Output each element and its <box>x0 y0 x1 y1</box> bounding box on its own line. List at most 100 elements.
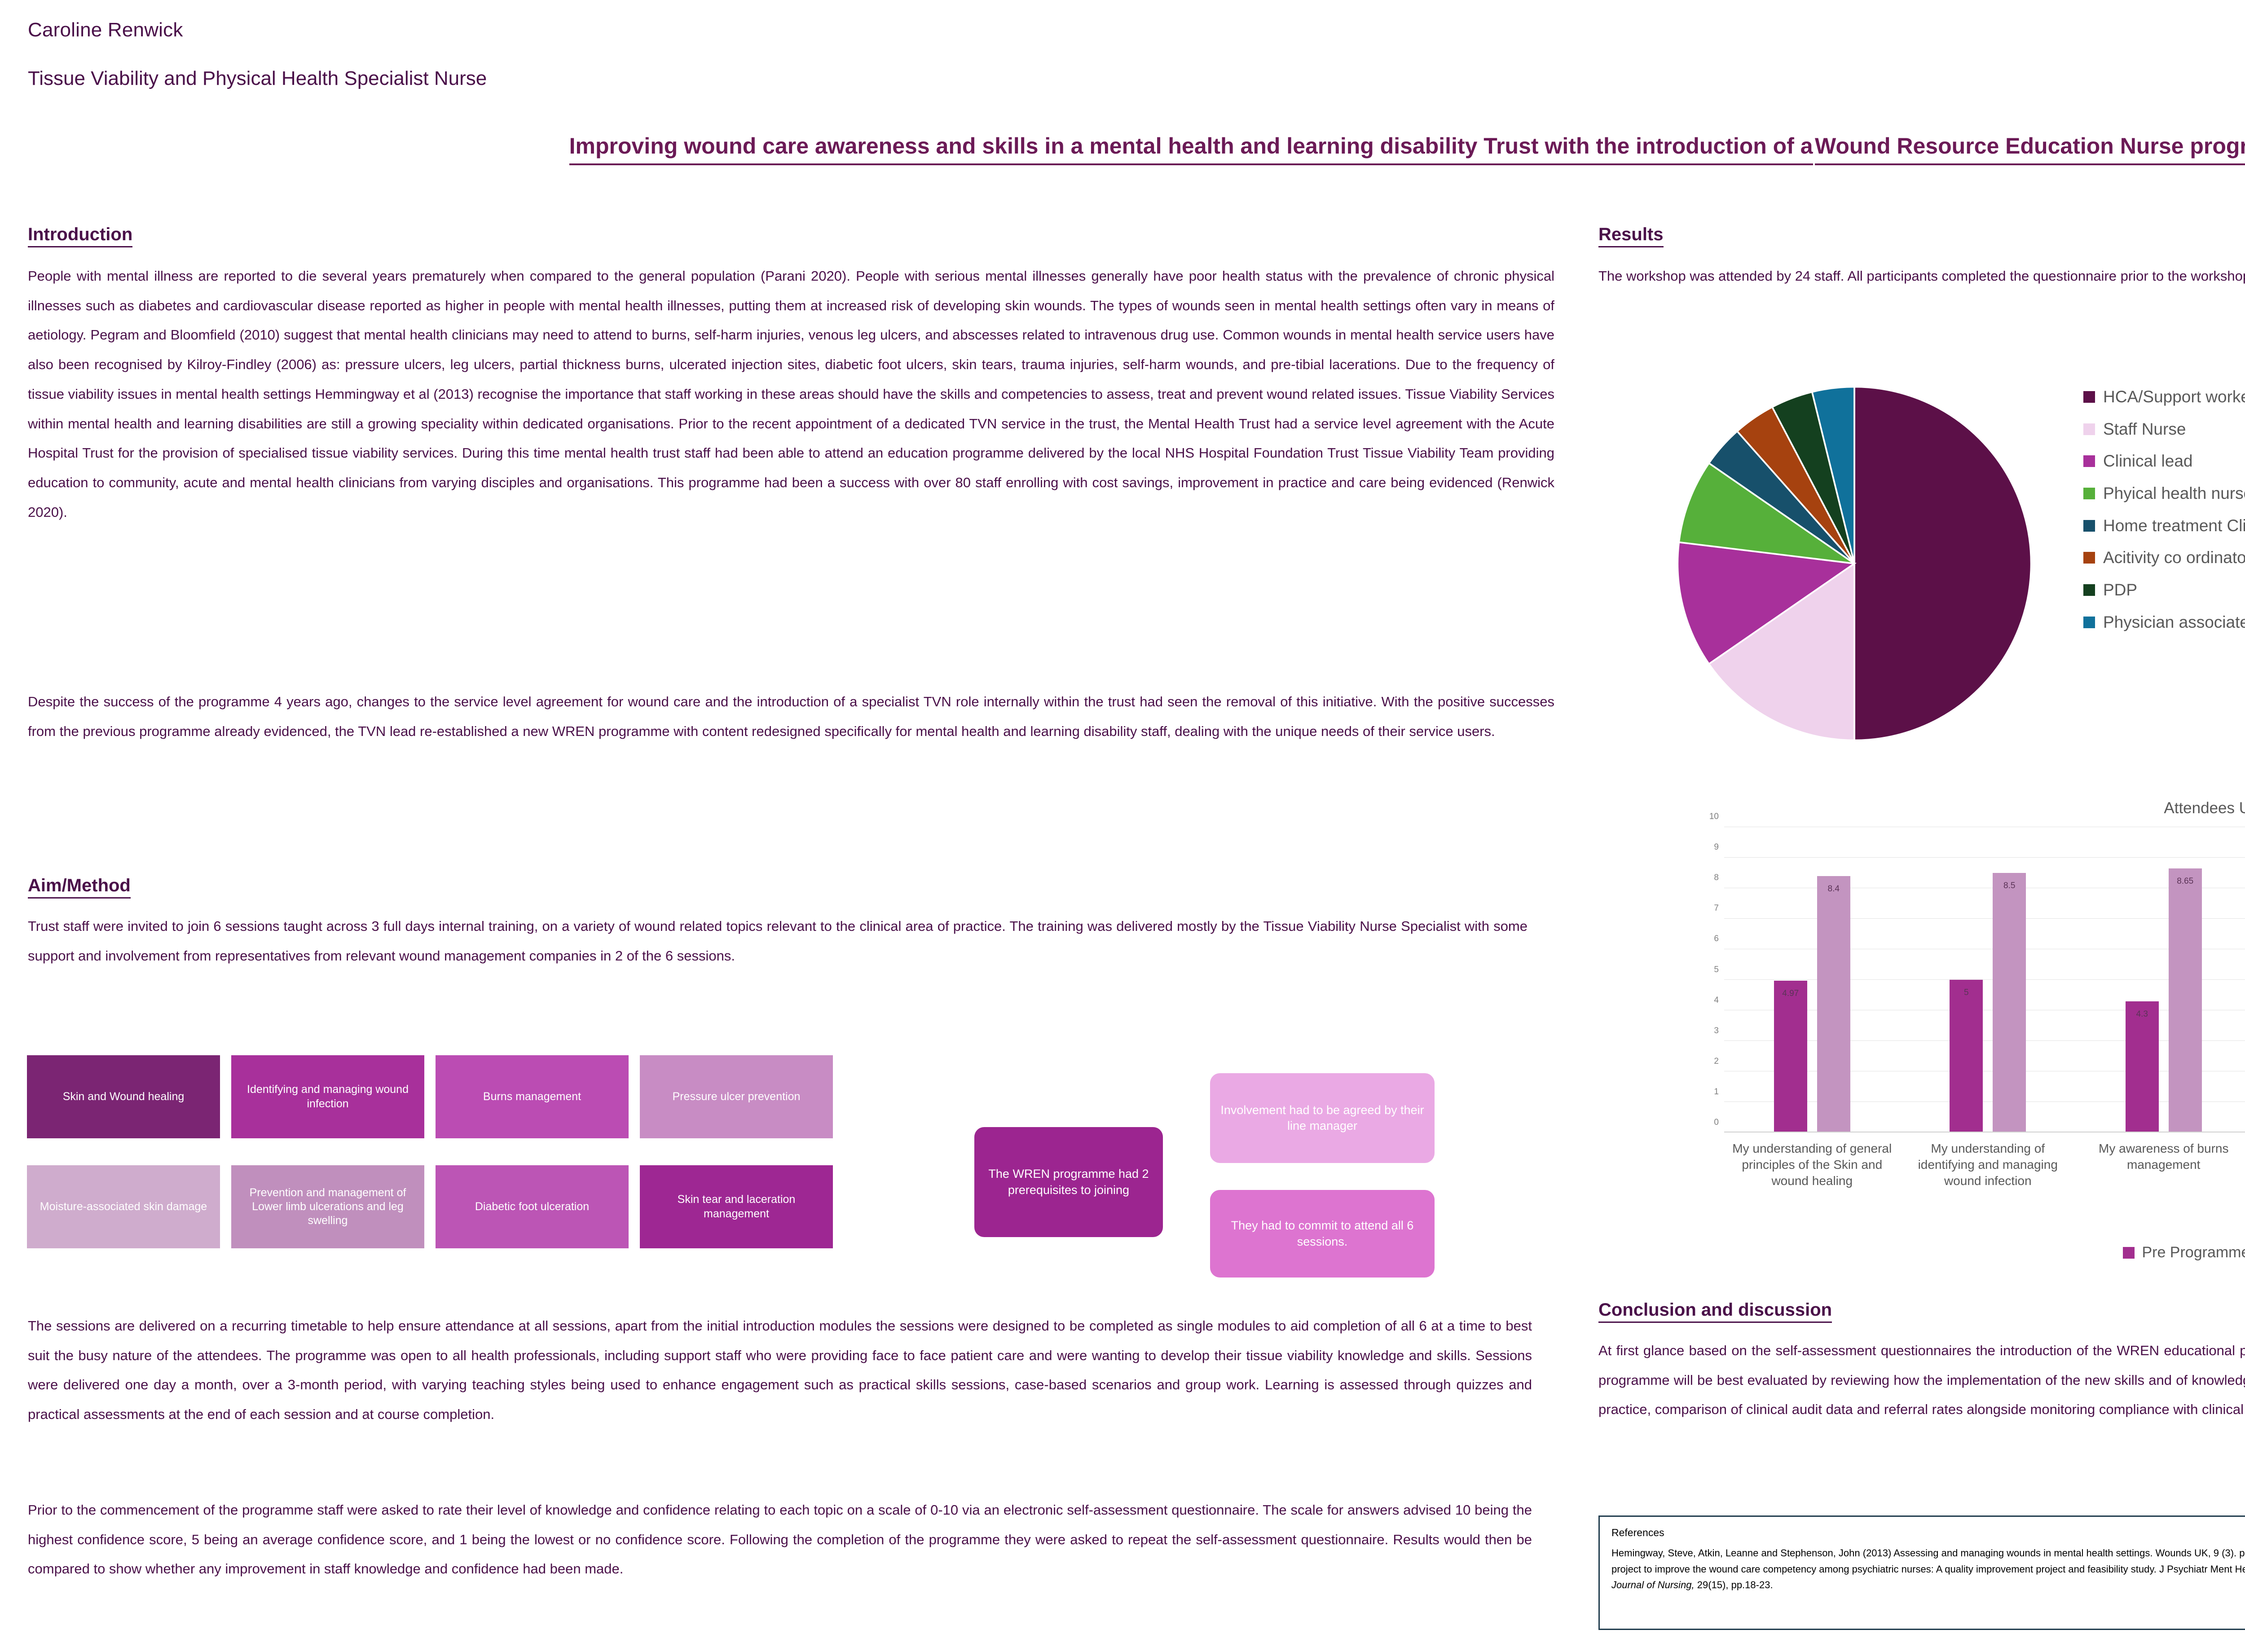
staff-role-pie-chart <box>1670 379 2056 757</box>
y-axis-tick: 3 <box>1714 1026 1719 1035</box>
legend-label: Acitivity co ordinator <box>2103 548 2245 567</box>
y-axis-tick: 8 <box>1714 873 1719 883</box>
y-axis-tick: 9 <box>1714 842 1719 852</box>
module-tile: Skin tear and laceration management <box>640 1165 833 1248</box>
module-tile-label: Prevention and management of Lower limb … <box>249 1186 406 1227</box>
references-box: References Hemingway, Steve, Atkin, Lean… <box>1598 1515 2245 1630</box>
y-axis-tick: 5 <box>1714 965 1719 974</box>
introduction-paragraph-2: Despite the success of the programme 4 y… <box>28 694 1554 739</box>
references-journal: British Journal of Nursing, <box>1611 1579 1695 1591</box>
references-title: References <box>1611 1527 1664 1538</box>
y-axis-tick: 2 <box>1714 1056 1719 1066</box>
module-tile: Diabetic foot ulceration <box>436 1165 629 1248</box>
module-tile: Prevention and management of Lower limb … <box>231 1165 424 1248</box>
module-tile-label: Skin and Wound healing <box>62 1090 185 1103</box>
legend-label: Phyical health nurse Associate <box>2103 484 2245 502</box>
legend-item: Phyical health nurse Associate <box>2083 484 2245 503</box>
module-tile-grid: Skin and Wound healing Identifying and m… <box>27 1055 862 1248</box>
conclusion-heading: Conclusion and discussion <box>1598 1300 1832 1323</box>
x-axis-category-label: My understanding of identifying and mana… <box>1918 1141 2058 1188</box>
legend-item-pre: Pre Programme average score <box>2123 1244 2245 1261</box>
module-tile-label: Pressure ulcer prevention <box>672 1090 801 1103</box>
legend-item: HCA/Support worker <box>2083 387 2245 407</box>
y-axis-tick: 6 <box>1714 934 1719 944</box>
legend-label: Physician associate <box>2103 612 2245 631</box>
legend-swatch-staff-nurse <box>2083 423 2095 435</box>
poster-title: Improving wound care awareness and skill… <box>530 112 2245 165</box>
legend-label: Staff Nurse <box>2103 419 2186 438</box>
legend-swatch-pdp <box>2083 584 2095 596</box>
bar-pre-score: 4.3 <box>2125 1001 2159 1132</box>
pie-svg <box>1677 386 2032 741</box>
aim-method-heading: Aim/Method <box>28 876 131 899</box>
bar-chart-legend: Pre Programme average score Post program… <box>1724 1244 2245 1261</box>
references-text: Hemingway, Steve, Atkin, Leanne and Step… <box>1611 1545 2245 1593</box>
title-line-1: Improving wound care awareness and skill… <box>569 132 1813 165</box>
references-tail: 29(15), pp.18-23. <box>1694 1579 1773 1591</box>
bar-group: 4.97 8.4 <box>1724 827 1900 1132</box>
legend-item: PDP <box>2083 580 2245 600</box>
callout-line-manager: Involvement had to be agreed by their li… <box>1210 1073 1435 1163</box>
bar-group: 5 8.5 <box>1900 827 2076 1132</box>
callout-wren-prerequisites: The WREN programme had 2 prerequisites t… <box>974 1127 1163 1237</box>
callout-label: The WREN programme had 2 prerequisites t… <box>988 1167 1149 1197</box>
bar-post-score: 8.5 <box>1993 873 2026 1132</box>
legend-swatch-activity-coordinator <box>2083 552 2095 564</box>
aim-method-paragraph-2: The sessions are delivered on a recurrin… <box>28 1318 1532 1423</box>
module-tile-label: Burns management <box>483 1090 581 1103</box>
pie-slice <box>1853 386 2032 741</box>
grid-line: 9 <box>1714 842 2245 858</box>
bar-value-label: 4.97 <box>1782 989 1799 999</box>
pie-slice <box>1811 386 1855 564</box>
pie-slice <box>1678 462 1855 564</box>
author-role: Tissue Viability and Physical Health Spe… <box>28 67 487 89</box>
module-tile: Moisture-associated skin damage <box>27 1165 220 1248</box>
module-tile-label: Identifying and managing wound infection <box>247 1083 409 1110</box>
y-axis-tick: 4 <box>1714 995 1719 1005</box>
aim-method-paragraph-1: Trust staff were invited to join 6 sessi… <box>28 918 1527 964</box>
grid-line: 5 <box>1714 965 2245 980</box>
legend-item: Acitivity co ordinator <box>2083 548 2245 568</box>
y-axis-tick: 1 <box>1714 1087 1719 1097</box>
x-axis-category-label: My understanding of general principles o… <box>1732 1141 1892 1188</box>
attendees-bar-chart: Attendees Understanding and Awareness on… <box>1670 795 2245 1289</box>
introduction-paragraph-1: People with mental illness are reported … <box>28 268 1554 520</box>
legend-label: PDP <box>2103 580 2138 599</box>
grid-line: 7 <box>1714 903 2245 919</box>
legend-item: Home treatment Clinican <box>2083 516 2245 536</box>
legend-swatch-physician-associate <box>2083 616 2095 628</box>
legend-label-pre: Pre Programme average score <box>2142 1244 2245 1261</box>
bar-value-label: 8.65 <box>2177 876 2194 886</box>
introduction-heading: Introduction <box>28 225 133 247</box>
legend-label: Home treatment Clinican <box>2103 516 2245 535</box>
legend-swatch-physical-health-nurse <box>2083 487 2095 499</box>
module-tile: Burns management <box>436 1055 629 1138</box>
title-line-2: Wound Resource Education Nurse programme… <box>1815 132 2245 165</box>
results-heading: Results <box>1598 225 1664 247</box>
bar-group: 4.3 8.65 <box>2076 827 2245 1132</box>
bar-value-label: 8.5 <box>2003 881 2016 890</box>
legend-item: Staff Nurse <box>2083 419 2245 439</box>
legend-swatch-home-treatment <box>2083 520 2095 532</box>
module-tile-label: Moisture-associated skin damage <box>40 1200 207 1213</box>
module-tile: Skin and Wound healing <box>27 1055 220 1138</box>
callout-label: Involvement had to be agreed by their li… <box>1220 1103 1424 1132</box>
bar-post-score: 8.4 <box>1817 876 1850 1132</box>
legend-swatch-clinical-lead <box>2083 455 2095 467</box>
y-axis-tick: 0 <box>1714 1118 1719 1127</box>
pie-chart-legend: HCA/Support worker Staff Nurse Clinical … <box>2083 387 2245 644</box>
references-body: Hemingway, Steve, Atkin, Leanne and Step… <box>1611 1547 2245 1575</box>
callout-attend-all-sessions: They had to commit to attend all 6 sessi… <box>1210 1190 1435 1278</box>
legend-label: Clinical lead <box>2103 452 2193 471</box>
legend-item: Clinical lead <box>2083 451 2245 471</box>
y-axis-tick: 7 <box>1714 903 1719 913</box>
bar-value-label: 8.4 <box>1827 884 1840 894</box>
callout-label: They had to commit to attend all 6 sessi… <box>1231 1219 1414 1248</box>
results-intro-paragraph: The workshop was attended by 24 staff. A… <box>1598 268 2245 284</box>
x-axis-category-label: My awareness of burns management <box>2099 1141 2229 1172</box>
aim-method-paragraph-3: Prior to the commencement of the program… <box>28 1502 1532 1577</box>
module-tile-label: Diabetic foot ulceration <box>475 1200 590 1213</box>
module-tile-label: Skin tear and laceration management <box>677 1193 796 1220</box>
bar-chart-x-labels: My understanding of general principles o… <box>1724 1141 2245 1189</box>
bar-pre-score: 4.97 <box>1774 981 1807 1132</box>
